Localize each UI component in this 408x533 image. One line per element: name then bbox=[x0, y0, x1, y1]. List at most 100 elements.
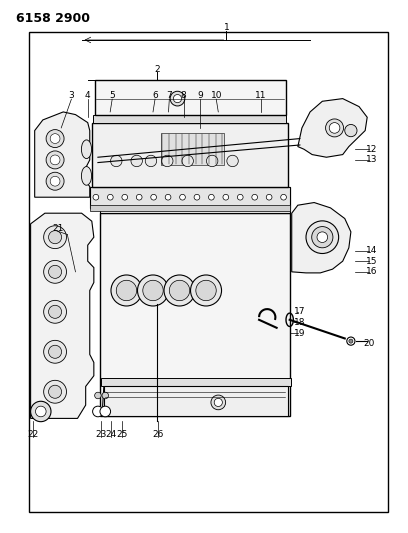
Circle shape bbox=[349, 339, 353, 343]
Text: 22: 22 bbox=[28, 430, 39, 439]
Circle shape bbox=[50, 155, 60, 165]
Circle shape bbox=[49, 385, 62, 398]
Circle shape bbox=[111, 275, 142, 306]
Circle shape bbox=[136, 195, 142, 200]
Circle shape bbox=[151, 195, 157, 200]
Polygon shape bbox=[298, 99, 367, 157]
Circle shape bbox=[227, 155, 238, 167]
Circle shape bbox=[326, 119, 344, 137]
Text: 6: 6 bbox=[152, 92, 158, 100]
Circle shape bbox=[49, 231, 62, 244]
Circle shape bbox=[182, 155, 193, 167]
Circle shape bbox=[347, 337, 355, 345]
Circle shape bbox=[191, 275, 222, 306]
Circle shape bbox=[49, 265, 62, 278]
Bar bbox=[95, 80, 286, 115]
Text: 1: 1 bbox=[224, 23, 229, 32]
Circle shape bbox=[252, 195, 257, 200]
Text: 15: 15 bbox=[366, 257, 377, 265]
Bar bbox=[93, 115, 286, 123]
Circle shape bbox=[317, 232, 328, 243]
Circle shape bbox=[196, 280, 216, 301]
Circle shape bbox=[44, 261, 67, 283]
Text: 12: 12 bbox=[366, 145, 377, 154]
Circle shape bbox=[131, 155, 142, 167]
Text: 26: 26 bbox=[153, 430, 164, 439]
Circle shape bbox=[102, 392, 109, 399]
Circle shape bbox=[137, 275, 169, 306]
Circle shape bbox=[93, 406, 103, 417]
Text: 8: 8 bbox=[181, 92, 186, 100]
Polygon shape bbox=[31, 213, 94, 418]
Circle shape bbox=[208, 195, 214, 200]
Circle shape bbox=[162, 155, 173, 167]
Circle shape bbox=[46, 130, 64, 148]
Text: 13: 13 bbox=[366, 156, 377, 164]
Text: 17: 17 bbox=[294, 308, 306, 316]
Circle shape bbox=[50, 176, 60, 186]
Text: 18: 18 bbox=[294, 318, 306, 327]
Circle shape bbox=[116, 280, 137, 301]
Bar bbox=[161, 133, 224, 165]
Text: 24: 24 bbox=[105, 430, 117, 439]
Bar bbox=[100, 213, 290, 416]
Text: 4: 4 bbox=[85, 92, 91, 100]
Bar bbox=[90, 205, 290, 211]
Circle shape bbox=[122, 195, 128, 200]
Circle shape bbox=[44, 381, 67, 403]
Circle shape bbox=[206, 155, 218, 167]
Circle shape bbox=[93, 195, 99, 200]
Circle shape bbox=[194, 195, 200, 200]
Bar bbox=[29, 32, 388, 512]
Circle shape bbox=[145, 155, 157, 167]
Text: 25: 25 bbox=[116, 430, 127, 439]
Text: 21: 21 bbox=[52, 224, 64, 232]
Circle shape bbox=[107, 195, 113, 200]
Text: 6158 2900: 6158 2900 bbox=[16, 12, 90, 25]
Bar bbox=[92, 123, 288, 187]
Circle shape bbox=[35, 406, 46, 417]
Circle shape bbox=[170, 91, 185, 106]
Circle shape bbox=[306, 221, 339, 254]
Circle shape bbox=[100, 406, 111, 417]
Text: 20: 20 bbox=[364, 340, 375, 348]
Circle shape bbox=[169, 280, 190, 301]
Circle shape bbox=[312, 227, 333, 248]
Text: 7: 7 bbox=[166, 92, 172, 100]
Bar bbox=[90, 187, 290, 208]
Polygon shape bbox=[292, 203, 351, 273]
Ellipse shape bbox=[82, 140, 91, 159]
Circle shape bbox=[46, 172, 64, 190]
Circle shape bbox=[214, 398, 222, 407]
Circle shape bbox=[211, 395, 226, 410]
Text: 2: 2 bbox=[154, 65, 160, 74]
Circle shape bbox=[329, 123, 340, 133]
Text: 16: 16 bbox=[366, 268, 377, 276]
Circle shape bbox=[237, 195, 243, 200]
Bar bbox=[104, 386, 288, 416]
Circle shape bbox=[44, 341, 67, 363]
Ellipse shape bbox=[82, 166, 91, 185]
Circle shape bbox=[173, 94, 182, 103]
Circle shape bbox=[44, 226, 67, 248]
Circle shape bbox=[49, 345, 62, 358]
Circle shape bbox=[266, 195, 272, 200]
Circle shape bbox=[50, 134, 60, 143]
Text: 11: 11 bbox=[255, 92, 267, 100]
Circle shape bbox=[111, 155, 122, 167]
Text: 9: 9 bbox=[197, 92, 203, 100]
Circle shape bbox=[44, 301, 67, 323]
Circle shape bbox=[165, 195, 171, 200]
Circle shape bbox=[164, 275, 195, 306]
Text: 5: 5 bbox=[109, 92, 115, 100]
Text: 23: 23 bbox=[95, 430, 107, 439]
Circle shape bbox=[223, 195, 228, 200]
Circle shape bbox=[345, 125, 357, 136]
Circle shape bbox=[31, 401, 51, 422]
Bar bbox=[100, 187, 290, 213]
Circle shape bbox=[46, 151, 64, 169]
Circle shape bbox=[180, 195, 185, 200]
Circle shape bbox=[95, 392, 101, 399]
Bar bbox=[101, 378, 291, 386]
Text: 19: 19 bbox=[294, 329, 306, 337]
